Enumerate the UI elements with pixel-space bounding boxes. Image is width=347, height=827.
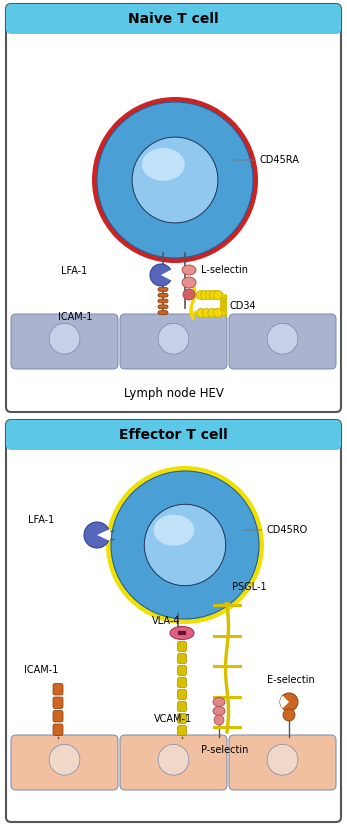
Circle shape xyxy=(280,693,298,711)
FancyBboxPatch shape xyxy=(158,299,168,303)
FancyBboxPatch shape xyxy=(158,311,168,314)
Circle shape xyxy=(158,744,189,775)
Circle shape xyxy=(267,744,298,775)
FancyBboxPatch shape xyxy=(11,314,118,369)
FancyBboxPatch shape xyxy=(6,4,341,412)
FancyBboxPatch shape xyxy=(178,690,186,700)
Circle shape xyxy=(213,308,222,318)
FancyBboxPatch shape xyxy=(229,735,336,790)
Circle shape xyxy=(209,290,218,299)
Ellipse shape xyxy=(183,289,195,300)
Ellipse shape xyxy=(182,265,196,275)
Text: ICAM-1: ICAM-1 xyxy=(58,312,92,322)
Circle shape xyxy=(84,522,110,548)
Circle shape xyxy=(49,323,80,354)
Ellipse shape xyxy=(132,137,218,223)
Ellipse shape xyxy=(170,627,194,639)
Text: Effector T cell: Effector T cell xyxy=(119,428,228,442)
Circle shape xyxy=(283,709,295,721)
Text: VLA-4: VLA-4 xyxy=(152,616,180,626)
Ellipse shape xyxy=(106,466,264,624)
Circle shape xyxy=(49,744,80,775)
FancyBboxPatch shape xyxy=(158,288,168,291)
FancyBboxPatch shape xyxy=(120,735,227,790)
Ellipse shape xyxy=(182,277,196,288)
Text: Naive T cell: Naive T cell xyxy=(128,12,219,26)
Wedge shape xyxy=(161,270,173,280)
Ellipse shape xyxy=(213,697,225,706)
Wedge shape xyxy=(97,529,111,541)
FancyBboxPatch shape xyxy=(178,701,186,711)
Text: VCAM-1: VCAM-1 xyxy=(154,714,192,724)
Circle shape xyxy=(150,264,172,286)
Text: LFA-1: LFA-1 xyxy=(61,266,87,276)
Ellipse shape xyxy=(154,514,194,546)
FancyBboxPatch shape xyxy=(6,420,341,822)
Text: CD45RA: CD45RA xyxy=(233,155,300,165)
FancyBboxPatch shape xyxy=(178,666,186,676)
Circle shape xyxy=(158,323,189,354)
Text: PSGL-1: PSGL-1 xyxy=(232,582,266,592)
Circle shape xyxy=(214,715,224,725)
Ellipse shape xyxy=(111,471,259,619)
Text: L-selectin: L-selectin xyxy=(201,265,248,275)
FancyBboxPatch shape xyxy=(53,697,63,709)
FancyBboxPatch shape xyxy=(120,314,227,369)
Ellipse shape xyxy=(144,504,226,586)
Circle shape xyxy=(202,308,211,318)
FancyBboxPatch shape xyxy=(178,642,186,652)
Circle shape xyxy=(208,308,217,318)
Circle shape xyxy=(267,323,298,354)
Ellipse shape xyxy=(142,148,185,181)
FancyBboxPatch shape xyxy=(53,683,63,695)
FancyBboxPatch shape xyxy=(178,653,186,663)
Ellipse shape xyxy=(213,706,225,715)
Text: CD34: CD34 xyxy=(230,301,257,311)
FancyBboxPatch shape xyxy=(11,735,118,790)
FancyBboxPatch shape xyxy=(6,420,341,450)
Text: CD45RO: CD45RO xyxy=(243,525,308,535)
FancyBboxPatch shape xyxy=(53,724,63,735)
Ellipse shape xyxy=(92,97,258,263)
Text: E-selectin: E-selectin xyxy=(267,675,315,685)
Text: Lymph node HEV: Lymph node HEV xyxy=(124,388,223,400)
Circle shape xyxy=(205,290,214,299)
Text: ICAM-1: ICAM-1 xyxy=(24,665,58,675)
FancyBboxPatch shape xyxy=(178,725,186,735)
Text: P-selectin: P-selectin xyxy=(201,745,248,755)
Wedge shape xyxy=(280,696,289,709)
FancyBboxPatch shape xyxy=(53,710,63,722)
FancyBboxPatch shape xyxy=(178,677,186,687)
FancyBboxPatch shape xyxy=(229,314,336,369)
FancyBboxPatch shape xyxy=(158,294,168,297)
Circle shape xyxy=(196,308,205,318)
Circle shape xyxy=(196,290,205,299)
Ellipse shape xyxy=(97,102,253,258)
Circle shape xyxy=(201,290,210,299)
Circle shape xyxy=(213,290,222,299)
FancyBboxPatch shape xyxy=(178,714,186,724)
FancyBboxPatch shape xyxy=(6,4,341,34)
FancyBboxPatch shape xyxy=(158,305,168,308)
Text: LFA-1: LFA-1 xyxy=(28,515,54,525)
